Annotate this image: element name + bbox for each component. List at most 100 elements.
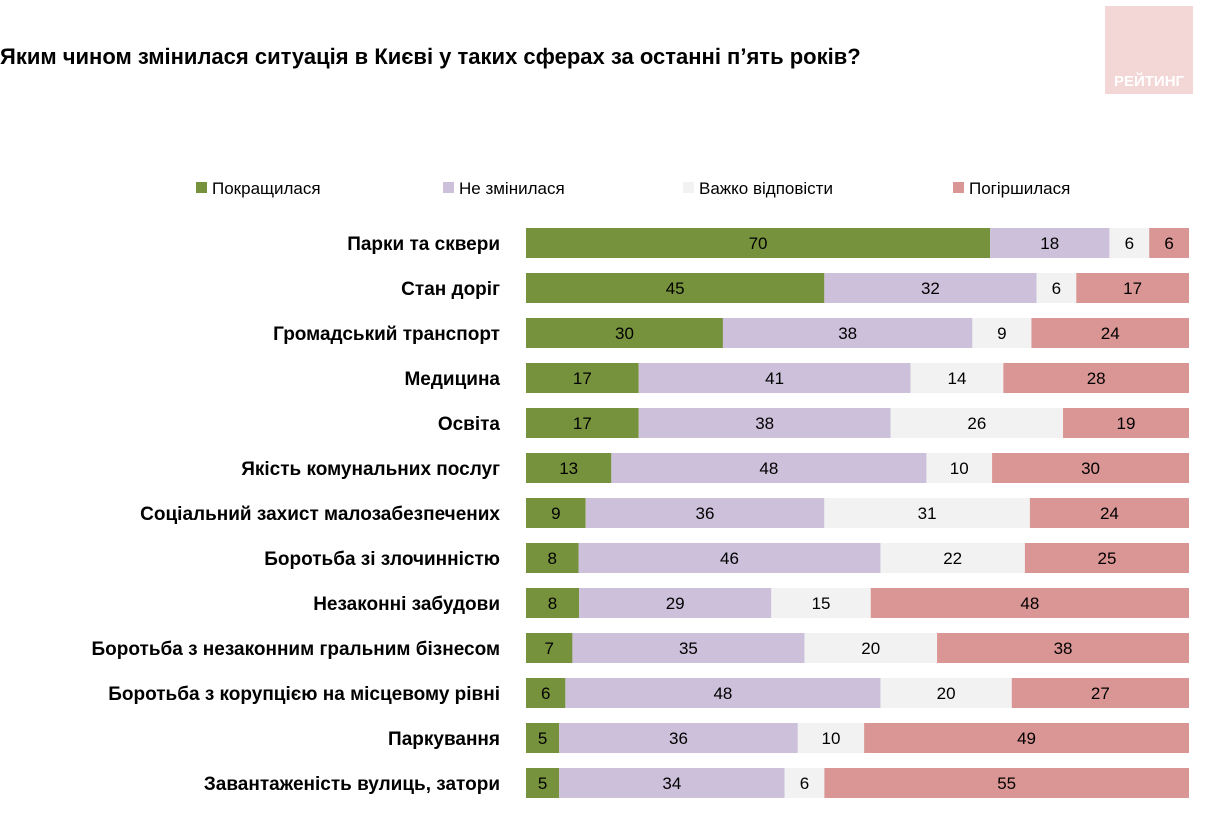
bar-segment: [638, 408, 891, 438]
category-label: Боротьба зі злочинністю: [264, 549, 500, 570]
category-label: Якість комунальних послуг: [241, 459, 500, 480]
data-label: 25: [1097, 549, 1116, 568]
data-label: 27: [1091, 684, 1110, 703]
bar-segment: [972, 318, 1032, 348]
bar-segment: [880, 543, 1025, 573]
data-label: 31: [918, 504, 937, 523]
bar-segment: [526, 543, 579, 573]
legend-swatch: [196, 182, 207, 193]
bar-segment: [1024, 543, 1189, 573]
bar-segment: [1149, 228, 1189, 258]
data-label: 45: [666, 279, 685, 298]
data-label: 48: [713, 684, 732, 703]
data-label: 6: [1125, 234, 1134, 253]
data-label: 26: [967, 414, 986, 433]
bar-segment: [722, 318, 973, 348]
legend-swatch: [443, 182, 454, 193]
bar-segment: [870, 588, 1189, 618]
data-label: 36: [669, 729, 688, 748]
data-label: 30: [615, 324, 634, 343]
bar-segment: [926, 453, 993, 483]
data-label: 38: [838, 324, 857, 343]
chart-title: Яким чином змінилася ситуація в Києві у …: [0, 44, 861, 69]
bar-segment: [784, 768, 825, 798]
data-label: 6: [1052, 279, 1061, 298]
data-label: 6: [541, 684, 550, 703]
data-label: 38: [755, 414, 774, 433]
data-label: 20: [937, 684, 956, 703]
data-label: 32: [921, 279, 940, 298]
bar-segment: [1029, 498, 1189, 528]
data-label: 28: [1087, 369, 1106, 388]
bar-segment: [797, 723, 865, 753]
data-label: 29: [666, 594, 685, 613]
bar-segment: [565, 678, 881, 708]
data-label: 20: [861, 639, 880, 658]
data-label: 14: [947, 369, 966, 388]
bar-segment: [1011, 678, 1189, 708]
bar-segment: [1109, 228, 1150, 258]
bar-segment: [526, 498, 586, 528]
bar-segment: [638, 363, 911, 393]
bar-segment: [578, 543, 881, 573]
data-label: 8: [548, 549, 557, 568]
data-label: 5: [538, 774, 547, 793]
bar-segment: [910, 363, 1004, 393]
category-label: Незаконні забудови: [313, 594, 500, 615]
bar-segment: [771, 588, 871, 618]
bar-segment: [559, 723, 798, 753]
data-label: 6: [800, 774, 809, 793]
data-label: 46: [720, 549, 739, 568]
legend-label: Погіршилася: [969, 179, 1070, 198]
data-label: 17: [1123, 279, 1142, 298]
bar-segment: [526, 453, 612, 483]
data-label: 18: [1040, 234, 1059, 253]
bar-segment: [937, 633, 1189, 663]
bar-segment: [526, 273, 825, 303]
data-label: 19: [1117, 414, 1136, 433]
category-label: Громадський транспорт: [273, 324, 500, 345]
bar-segment: [1036, 273, 1077, 303]
bar-segment: [824, 273, 1037, 303]
rating-logo: РЕЙТИНГ: [1105, 6, 1193, 94]
bar-segment: [579, 588, 772, 618]
legend-label: Покращилася: [212, 179, 321, 198]
data-label: 48: [1020, 594, 1039, 613]
data-label: 10: [822, 729, 841, 748]
data-label: 35: [679, 639, 698, 658]
bar-segment: [880, 678, 1012, 708]
category-label: Парки та сквери: [347, 234, 500, 255]
bar-segment: [526, 588, 580, 618]
data-label: 70: [749, 234, 768, 253]
category-label: Паркування: [388, 729, 500, 750]
bar-segment: [526, 363, 639, 393]
bar-segment: [890, 408, 1064, 438]
data-label: 30: [1081, 459, 1100, 478]
bar-segment: [1076, 273, 1189, 303]
category-label: Боротьба з корупцією на місцевому рівні: [108, 684, 500, 705]
bar-segment: [526, 633, 573, 663]
data-label: 17: [573, 414, 592, 433]
logo-text: РЕЙТИНГ: [1113, 73, 1185, 90]
bar-segment: [864, 723, 1189, 753]
bar-segment: [990, 228, 1110, 258]
data-label: 36: [696, 504, 715, 523]
bar-segment: [526, 768, 560, 798]
category-label: Медицина: [404, 369, 500, 390]
data-label: 41: [765, 369, 784, 388]
data-label: 5: [538, 729, 547, 748]
data-label: 13: [559, 459, 578, 478]
bar-segment: [1031, 318, 1189, 348]
legend-label: Не змінилася: [459, 179, 565, 198]
category-label: Боротьба з незаконним гральним бізнесом: [92, 639, 500, 660]
bar-segment: [526, 723, 560, 753]
data-label: 7: [544, 639, 553, 658]
bar-segment: [824, 768, 1189, 798]
data-label: 15: [812, 594, 831, 613]
category-label: Завантаженість вулиць, затори: [204, 774, 500, 795]
bar-segment: [804, 633, 938, 663]
bar-segment: [526, 408, 639, 438]
legend-label: Важко відповісти: [699, 179, 833, 198]
bar-segment: [992, 453, 1189, 483]
category-label: Освіта: [438, 414, 501, 435]
